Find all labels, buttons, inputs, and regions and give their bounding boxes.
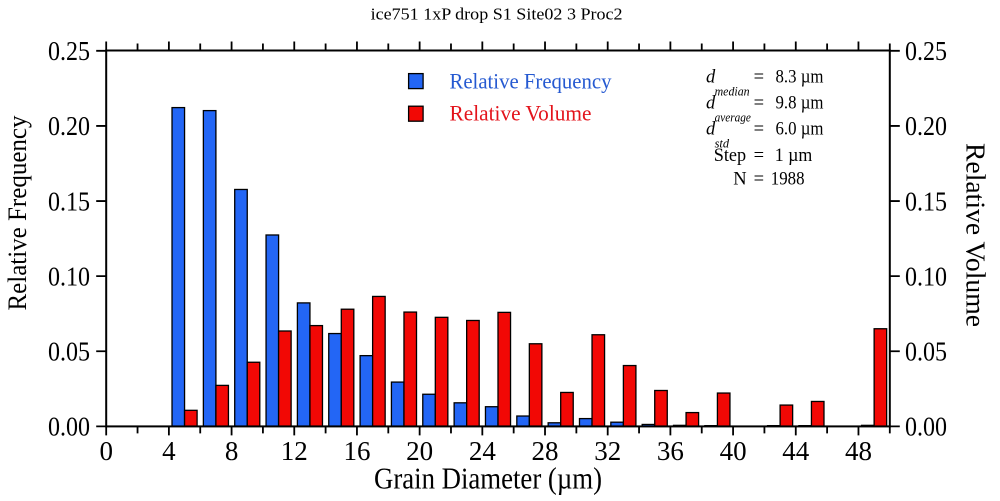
svg-text:24: 24: [469, 436, 497, 466]
svg-text:ice751 1xP drop S1 Site02 3 Pr: ice751 1xP drop S1 Site02 3 Proc2: [371, 5, 623, 24]
svg-text:9.8 µm: 9.8 µm: [776, 93, 825, 113]
svg-text:1 µm: 1 µm: [775, 146, 813, 166]
svg-text:=: =: [754, 119, 764, 139]
svg-text:d: d: [706, 67, 716, 87]
svg-text:Step: Step: [714, 146, 746, 166]
svg-text:16: 16: [343, 436, 370, 466]
svg-text:6.0 µm: 6.0 µm: [776, 119, 825, 139]
svg-text:4: 4: [162, 436, 176, 466]
svg-text:Relative Frequency: Relative Frequency: [3, 116, 32, 311]
svg-text:0.05: 0.05: [905, 337, 947, 367]
svg-text:average: average: [715, 110, 751, 125]
svg-text:Relative Volume: Relative Volume: [961, 143, 991, 327]
svg-text:20: 20: [406, 436, 433, 466]
svg-text:8: 8: [225, 436, 239, 466]
svg-text:12: 12: [281, 436, 308, 466]
svg-text:0.00: 0.00: [48, 412, 90, 442]
svg-text:0: 0: [99, 436, 113, 466]
svg-text:Relative Volume: Relative Volume: [450, 101, 592, 126]
svg-text:0.15: 0.15: [48, 186, 90, 216]
svg-text:32: 32: [594, 436, 621, 466]
svg-text:=: =: [754, 170, 764, 190]
svg-text:Relative Frequency: Relative Frequency: [450, 69, 612, 94]
svg-text:Grain Diameter (µm): Grain Diameter (µm): [374, 460, 602, 495]
svg-text:d: d: [706, 119, 716, 139]
svg-text:=: =: [754, 67, 764, 87]
svg-text:std: std: [715, 136, 730, 151]
svg-text:44: 44: [782, 436, 810, 466]
svg-text:0.25: 0.25: [48, 36, 90, 66]
svg-text:0.00: 0.00: [905, 412, 947, 442]
svg-text:28: 28: [532, 436, 559, 466]
svg-text:0.25: 0.25: [905, 36, 947, 66]
svg-text:d: d: [706, 93, 716, 113]
svg-text:0.20: 0.20: [48, 111, 90, 141]
svg-text:N: N: [733, 170, 746, 190]
svg-text:0.15: 0.15: [905, 186, 947, 216]
svg-text:40: 40: [720, 436, 747, 466]
svg-text:median: median: [715, 84, 750, 99]
svg-text:=: =: [754, 93, 764, 113]
svg-text:0.05: 0.05: [48, 337, 90, 367]
svg-text:0.10: 0.10: [905, 261, 947, 291]
svg-text:8.3 µm: 8.3 µm: [776, 67, 825, 87]
svg-text:48: 48: [845, 436, 872, 466]
svg-text:=: =: [754, 146, 764, 166]
svg-text:0.10: 0.10: [48, 261, 90, 291]
svg-text:36: 36: [657, 436, 684, 466]
svg-text:0.20: 0.20: [905, 111, 947, 141]
svg-text:1988: 1988: [771, 170, 805, 190]
